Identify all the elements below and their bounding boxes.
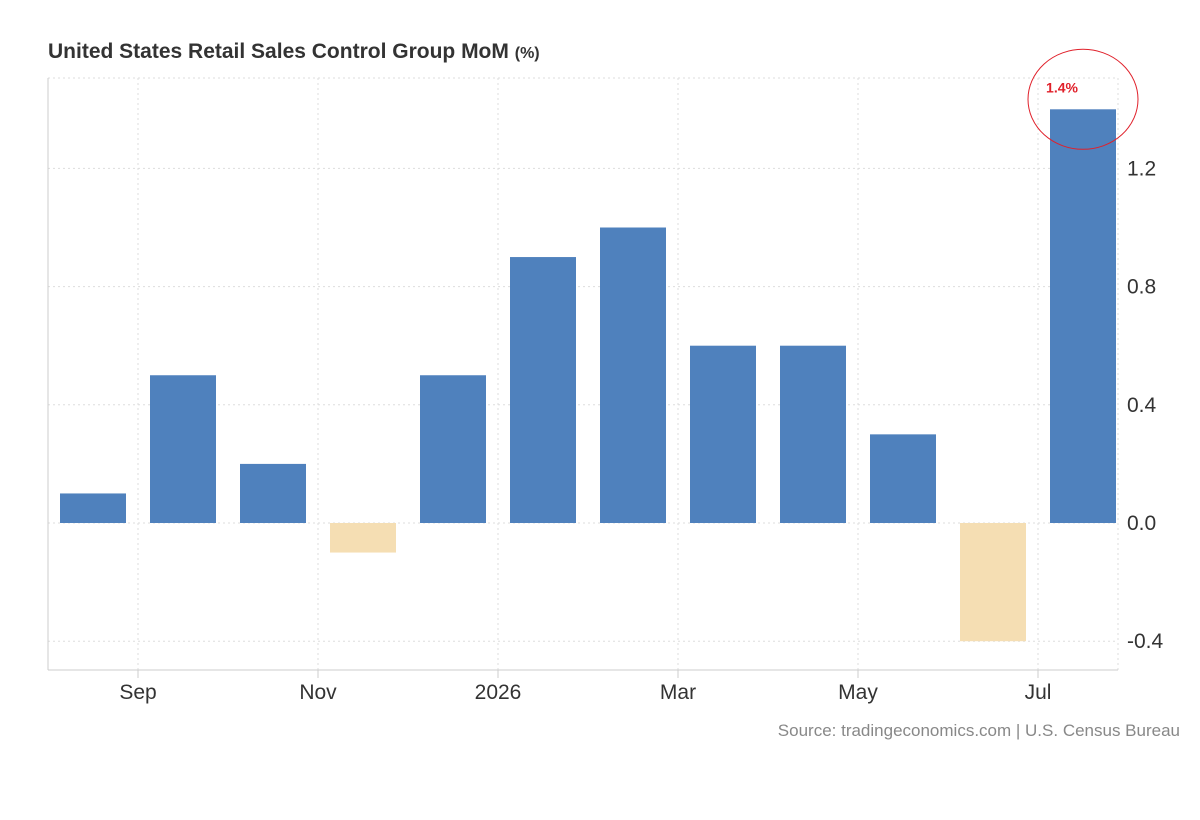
- x-tick-label: May: [838, 681, 878, 704]
- y-tick-label: 0.4: [1127, 394, 1157, 417]
- bar-feb: [600, 227, 666, 523]
- bar-sep: [150, 375, 216, 523]
- callout-label: 1.4%: [1046, 79, 1078, 95]
- bar-mar: [690, 345, 756, 523]
- bar-jun: [960, 523, 1026, 642]
- y-tick-label: 1.2: [1127, 157, 1156, 180]
- chart-title: United States Retail Sales Control Group…: [48, 40, 540, 64]
- bar-nov: [330, 523, 396, 553]
- bar-dec: [420, 375, 486, 523]
- axis-layer: [47, 78, 1118, 678]
- grid-layer: [48, 77, 1119, 670]
- chart-title-text: United States Retail Sales Control Group…: [48, 40, 509, 63]
- x-tick-label: Mar: [660, 681, 696, 704]
- bar-aug: [60, 493, 126, 523]
- x-tick-label: Sep: [119, 681, 156, 704]
- y-tick-label: -0.4: [1127, 630, 1164, 653]
- bar-oct: [240, 463, 306, 523]
- y-tick-label: 0.0: [1127, 512, 1156, 535]
- x-tick-label: Jul: [1025, 681, 1052, 704]
- callout-circle: [1027, 48, 1139, 150]
- callout-layer: 1.4%: [1027, 48, 1139, 150]
- bar-jan: [510, 257, 576, 523]
- y-tick-label: 0.8: [1127, 276, 1156, 299]
- bar-may: [870, 434, 936, 523]
- bar-jul: [1050, 109, 1116, 524]
- x-tick-label: Nov: [299, 681, 337, 704]
- chart-title-unit: (%): [514, 45, 540, 62]
- label-layer: -0.4 0.0 0.4 0.8 1.2 Sep Nov 2026 Mar May Jul: [119, 157, 1163, 704]
- source-credit: Source: tradingeconomics.com | U.S. Cens…: [777, 721, 1180, 740]
- bar-layer: [60, 109, 1116, 642]
- bar-apr: [780, 345, 846, 523]
- x-tick-label: 2026: [475, 681, 522, 704]
